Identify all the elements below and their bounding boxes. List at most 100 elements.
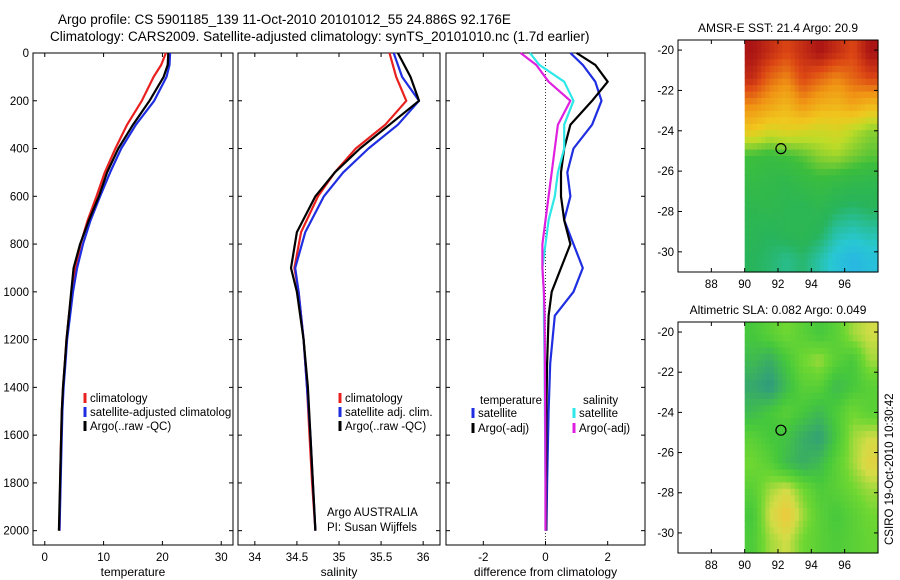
heatmap-cell (807, 386, 812, 394)
heatmap-cell (861, 104, 867, 112)
heatmap-cell (773, 175, 779, 183)
heatmap-cell (794, 399, 800, 406)
heatmap-cell (803, 181, 808, 189)
heatmap-cell (869, 501, 875, 509)
heatmap-cell (840, 328, 846, 336)
heatmap-cell (773, 46, 779, 54)
heatmap-cell (807, 123, 812, 131)
heatmap-cell (869, 85, 875, 93)
argo-float-marker (775, 424, 787, 436)
heatmap-cell (873, 136, 879, 144)
heatmap-cell (840, 104, 846, 112)
heatmap-cell (794, 431, 800, 439)
heatmap-cell (769, 252, 775, 260)
heatmap-cell (840, 540, 846, 548)
heatmap-cell (844, 546, 850, 554)
heatmap-cell (861, 322, 867, 329)
y-tick-label: -28 (657, 206, 674, 218)
heatmap-cell (844, 110, 850, 118)
heatmap-cell (873, 78, 879, 86)
heatmap-cell (803, 476, 808, 483)
heatmap-cell (757, 411, 762, 419)
x-tick-label: 90 (738, 560, 751, 572)
heatmap-cell (869, 65, 875, 73)
heatmap-cell (748, 418, 754, 426)
heatmap-cell (873, 341, 879, 349)
heatmap-cell (753, 424, 758, 432)
heatmap-cell (823, 328, 829, 336)
heatmap-cell (865, 546, 871, 554)
heatmap-cell (865, 194, 871, 202)
heatmap-cell (765, 392, 771, 400)
heatmap-cell (865, 476, 871, 483)
heatmap-cell (836, 386, 842, 394)
heatmap-cell (865, 450, 871, 458)
heatmap-cell (819, 252, 825, 260)
heatmap-cell (840, 373, 846, 381)
heatmap-cell (865, 514, 871, 522)
heatmap-cell (798, 78, 804, 86)
heatmap-cell (753, 72, 758, 80)
heatmap-cell (857, 110, 862, 118)
heatmap-cell (744, 162, 750, 170)
heatmap-cell (873, 450, 879, 458)
heatmap-cell (873, 91, 879, 99)
heatmap-cell (840, 546, 846, 554)
heatmap-cell (873, 162, 879, 170)
heatmap-cell (765, 360, 771, 368)
heatmap-cell (748, 399, 754, 406)
heatmap-cell (844, 201, 850, 209)
x-tick-label: 0 (542, 552, 548, 564)
heatmap-cell (819, 220, 825, 228)
heatmap-cell (865, 366, 871, 374)
heatmap-cell (757, 546, 762, 554)
heatmap-cell (765, 265, 771, 273)
heatmap-cell (836, 334, 842, 342)
heatmap-cell (753, 418, 758, 426)
heatmap-cell (832, 156, 837, 163)
heatmap-cell (823, 322, 829, 329)
heatmap-cell (811, 424, 817, 432)
heatmap-cell (865, 322, 871, 329)
heatmap-cell (778, 328, 783, 336)
heatmap-cell (848, 508, 854, 516)
heatmap-cell (819, 437, 825, 445)
heatmap-cell (811, 168, 817, 176)
heatmap-cell (828, 207, 833, 215)
heatmap-cell (840, 91, 846, 99)
heatmap-cell (869, 431, 875, 439)
heatmap-cell (811, 354, 817, 362)
heatmap-cell (782, 194, 787, 202)
heatmap-cell (848, 136, 854, 144)
heatmap-cell (823, 495, 829, 503)
legend-label: climatology (345, 393, 403, 405)
heatmap-cell (761, 546, 767, 554)
heatmap-cell (857, 411, 862, 419)
heatmap-cell (753, 252, 758, 260)
map-title: Altimetric SLA: 0.082 Argo: 0.049 (690, 303, 867, 317)
heatmap-cell (782, 360, 787, 368)
heatmap-cell (811, 418, 817, 426)
heatmap-cell (786, 194, 792, 202)
heatmap-cell (748, 252, 754, 260)
heatmap-cell (798, 239, 804, 247)
heatmap-cell (869, 424, 875, 432)
heatmap-cell (761, 450, 767, 458)
heatmap-cell (753, 130, 758, 138)
heatmap-cell (848, 328, 854, 336)
heatmap-cell (794, 450, 800, 458)
heatmap-cell (803, 207, 808, 215)
heatmap-cell (819, 379, 825, 387)
heatmap-cell (790, 533, 796, 541)
heatmap-cell (828, 405, 833, 413)
heatmap-cell (769, 65, 775, 73)
heatmap-cell (832, 149, 837, 157)
heatmap-cell (807, 168, 812, 176)
heatmap-cell (819, 226, 825, 234)
heatmap-cell (807, 443, 812, 451)
heatmap-cell (794, 207, 800, 215)
y-tick-label: -28 (657, 488, 674, 500)
heatmap-cell (848, 162, 854, 170)
heatmap-cell (803, 366, 808, 374)
heatmap-cell (757, 373, 762, 381)
